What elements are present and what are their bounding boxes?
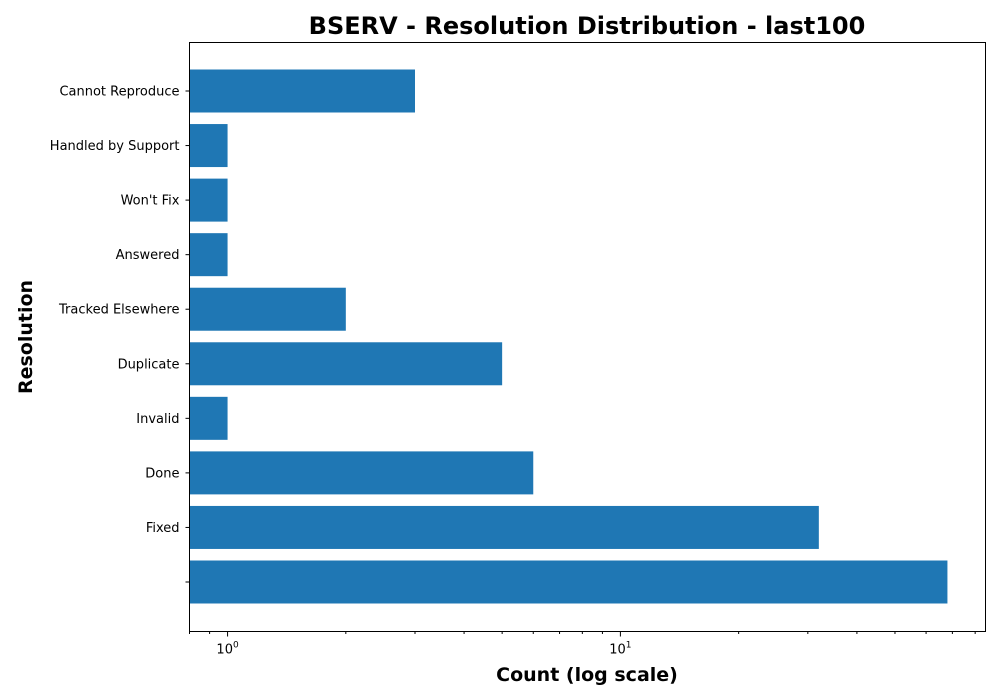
y-tick-label: Invalid: [136, 412, 179, 427]
x-tick-label: 101: [609, 641, 631, 658]
plot-frame: [189, 42, 986, 632]
y-tick-label: Tracked Elsewhere: [58, 303, 179, 318]
y-tick-label: Answered: [116, 248, 180, 263]
y-tick-label: Handled by Support: [50, 139, 180, 154]
y-axis: Fixed Done Invalid Duplicate Tracked Elsewhe…: [50, 85, 190, 583]
bar-won-t-fix: [189, 178, 228, 222]
x-axis: 100 101: [189, 631, 976, 658]
bar-done: [189, 451, 534, 495]
bar-fixed: [189, 505, 819, 549]
bar-handled-by-support: [189, 124, 228, 168]
y-tick-label: Cannot Reproduce: [59, 85, 179, 100]
bar-cannot-reproduce: [189, 69, 415, 113]
x-tick-label: 100: [216, 641, 239, 658]
bars: [189, 69, 948, 604]
x-axis-label: Count (log scale): [496, 664, 678, 686]
bar-tracked-elsewhere: [189, 287, 346, 331]
y-tick-label: Done: [145, 466, 179, 481]
bar-answered: [189, 233, 228, 277]
bar-invalid: [189, 396, 228, 440]
y-tick-label: Duplicate: [118, 357, 180, 372]
chart-title: BSERV - Resolution Distribution - last10…: [309, 12, 866, 40]
y-tick-label: Won't Fix: [121, 194, 180, 209]
y-tick-label: Fixed: [146, 521, 180, 536]
bar-blank: [189, 560, 948, 604]
y-axis-label: Resolution: [15, 280, 37, 394]
bar-duplicate: [189, 342, 503, 386]
